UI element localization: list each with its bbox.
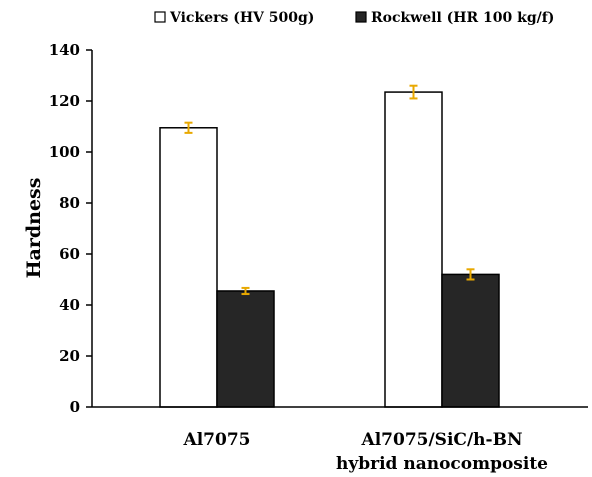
bar-rockwell-2	[441, 273, 500, 408]
bar-rockwell-1	[216, 290, 275, 408]
y-tick-label: 20	[59, 347, 80, 365]
y-tick-label: 60	[59, 245, 80, 263]
y-tick-label: 80	[59, 194, 80, 212]
legend: Vickers (HV 500g) Rockwell (HR 100 kg/f)	[154, 10, 554, 26]
y-axis-title: Hardness	[23, 178, 45, 279]
y-tick-label: 0	[70, 398, 80, 416]
error-bars	[184, 84, 475, 296]
y-tick-label: 140	[49, 41, 80, 59]
bar-vickers-1	[159, 127, 218, 408]
x-category-label: hybrid nanocomposite	[336, 454, 548, 474]
y-tick-label: 40	[59, 296, 80, 314]
legend-swatch-rockwell	[355, 11, 367, 23]
x-category-label: Al7075/SiC/h-BN	[361, 430, 523, 450]
y-axis-ticks: 0 20 40 60 80 100 120 140	[49, 41, 92, 416]
y-tick-label: 120	[49, 92, 80, 110]
x-axis-categories: Al7075 Al7075/SiC/h-BN hybrid nanocomposit…	[183, 430, 549, 474]
legend-label-rockwell: Rockwell (HR 100 kg/f)	[371, 10, 554, 26]
bar-vickers-2	[384, 91, 443, 408]
legend-label-vickers: Vickers (HV 500g)	[169, 10, 314, 26]
x-category-label: Al7075	[183, 430, 251, 450]
y-tick-label: 100	[49, 143, 80, 161]
legend-swatch-vickers	[154, 11, 166, 23]
bars	[159, 91, 500, 408]
